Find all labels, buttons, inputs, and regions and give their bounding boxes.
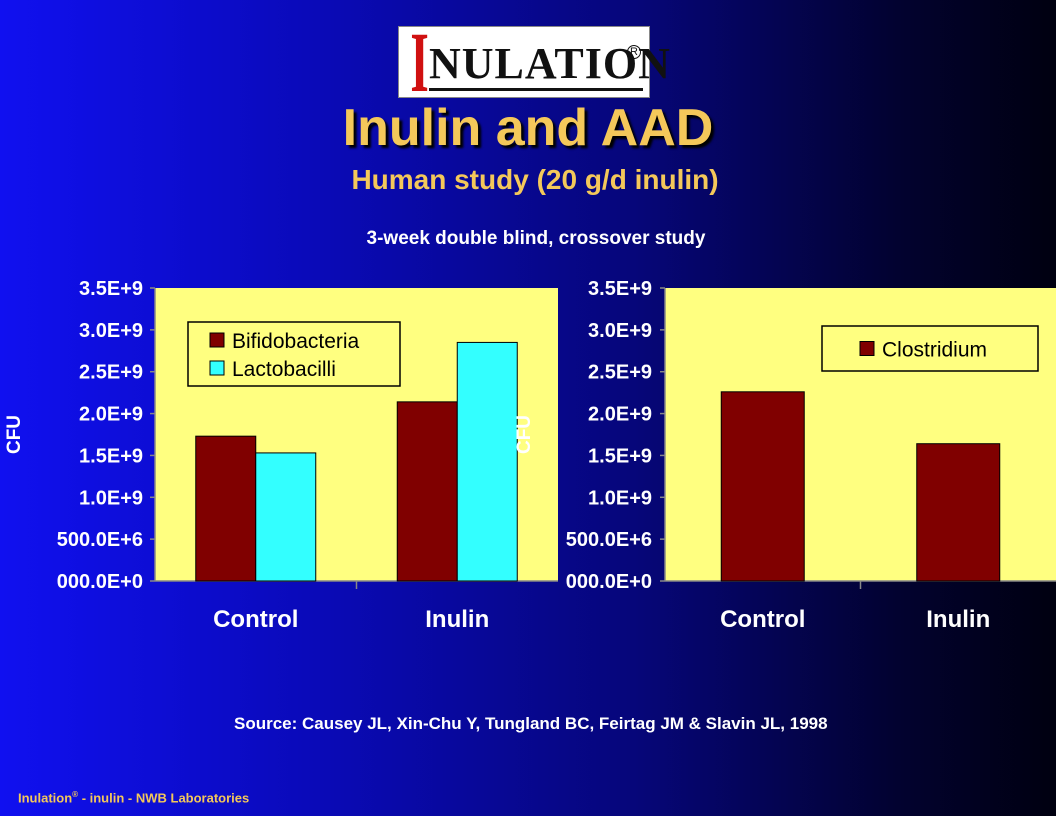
bar-lactobacilli-control xyxy=(255,452,317,582)
legend-label-clostridium: Clostridium xyxy=(882,339,987,362)
bar-bifidobacteria-control xyxy=(195,435,257,582)
x-category-label: Control xyxy=(213,606,298,633)
chart-2: 000.0E+0 500.0E+6 1.0E+9 1.5E+9 2.0E+9 2.5E+9… xyxy=(514,278,1056,633)
x-category-label: Inulin xyxy=(425,606,489,633)
y-tick-label: 2.0E+9 xyxy=(79,404,143,426)
y-tick-label: 1.5E+9 xyxy=(79,445,143,467)
y-tick-label: 000.0E+0 xyxy=(57,571,143,593)
y-tick-label: 1.0E+9 xyxy=(588,487,652,509)
slide-subtitle: Human study (20 g/d inulin) xyxy=(351,164,719,195)
legend-box xyxy=(821,325,1039,372)
y-tick-label: 2.5E+9 xyxy=(588,362,652,384)
bar-clostridium-inulin xyxy=(916,443,1001,582)
x-category-label: Control xyxy=(720,606,805,633)
footer: Inulation® - inulin - NWB Laboratories xyxy=(18,790,249,805)
slide-title: Inulin and AAD xyxy=(342,99,714,157)
y-tick-label: 2.0E+9 xyxy=(588,404,652,426)
legend-swatch-clostridium xyxy=(859,341,875,356)
logo-registered-mark: R xyxy=(627,45,641,59)
logo-underline xyxy=(429,88,643,91)
source-citation: Source: Causey JL, Xin-Chu Y, Tungland B… xyxy=(234,714,828,733)
y-tick-label: 500.0E+6 xyxy=(566,529,652,551)
x-category-label: Inulin xyxy=(926,606,990,633)
legend-label-lactobacilli: Lactobacilli xyxy=(232,358,336,381)
legend-label-bifidobacteria: Bifidobacteria xyxy=(232,330,360,353)
y-tick-label: 1.0E+9 xyxy=(79,487,143,509)
legend-swatch-lactobacilli xyxy=(209,360,225,376)
study-description: 3-week double blind, crossover study xyxy=(366,228,706,249)
bar-lactobacilli-inulin xyxy=(456,341,518,582)
bar-clostridium-control xyxy=(720,391,805,582)
y-axis-label: CFU xyxy=(4,415,25,454)
footer-brand: Inulation xyxy=(18,790,73,806)
y-tick-label: 000.0E+0 xyxy=(566,571,652,593)
y-tick-label: 2.5E+9 xyxy=(79,362,143,384)
footer-text: - inulin - NWB Laboratories xyxy=(78,790,250,806)
y-tick-label: 3.0E+9 xyxy=(588,320,652,342)
chart-legend: Bifidobacteria Lactobacilli xyxy=(187,321,401,387)
y-tick-label: 3.5E+9 xyxy=(79,278,143,300)
y-tick-label: 3.0E+9 xyxy=(79,320,143,342)
chart-legend: Clostridium xyxy=(821,325,1039,372)
chart-1: 000.0E+0 500.0E+6 1.0E+9 1.5E+9 2.0E+9 2.5E+9… xyxy=(4,278,558,633)
bar-bifidobacteria-inulin xyxy=(396,401,458,582)
y-tick-label: 500.0E+6 xyxy=(57,529,143,551)
footer-registered-mark: ® xyxy=(72,790,79,799)
y-tick-label: 1.5E+9 xyxy=(588,445,652,467)
y-tick-label: 3.5E+9 xyxy=(588,278,652,300)
y-axis-label: CFU xyxy=(514,415,535,454)
legend-swatch-bifidobacteria xyxy=(209,332,225,348)
inulation-logo: I NULATION R xyxy=(398,19,670,105)
